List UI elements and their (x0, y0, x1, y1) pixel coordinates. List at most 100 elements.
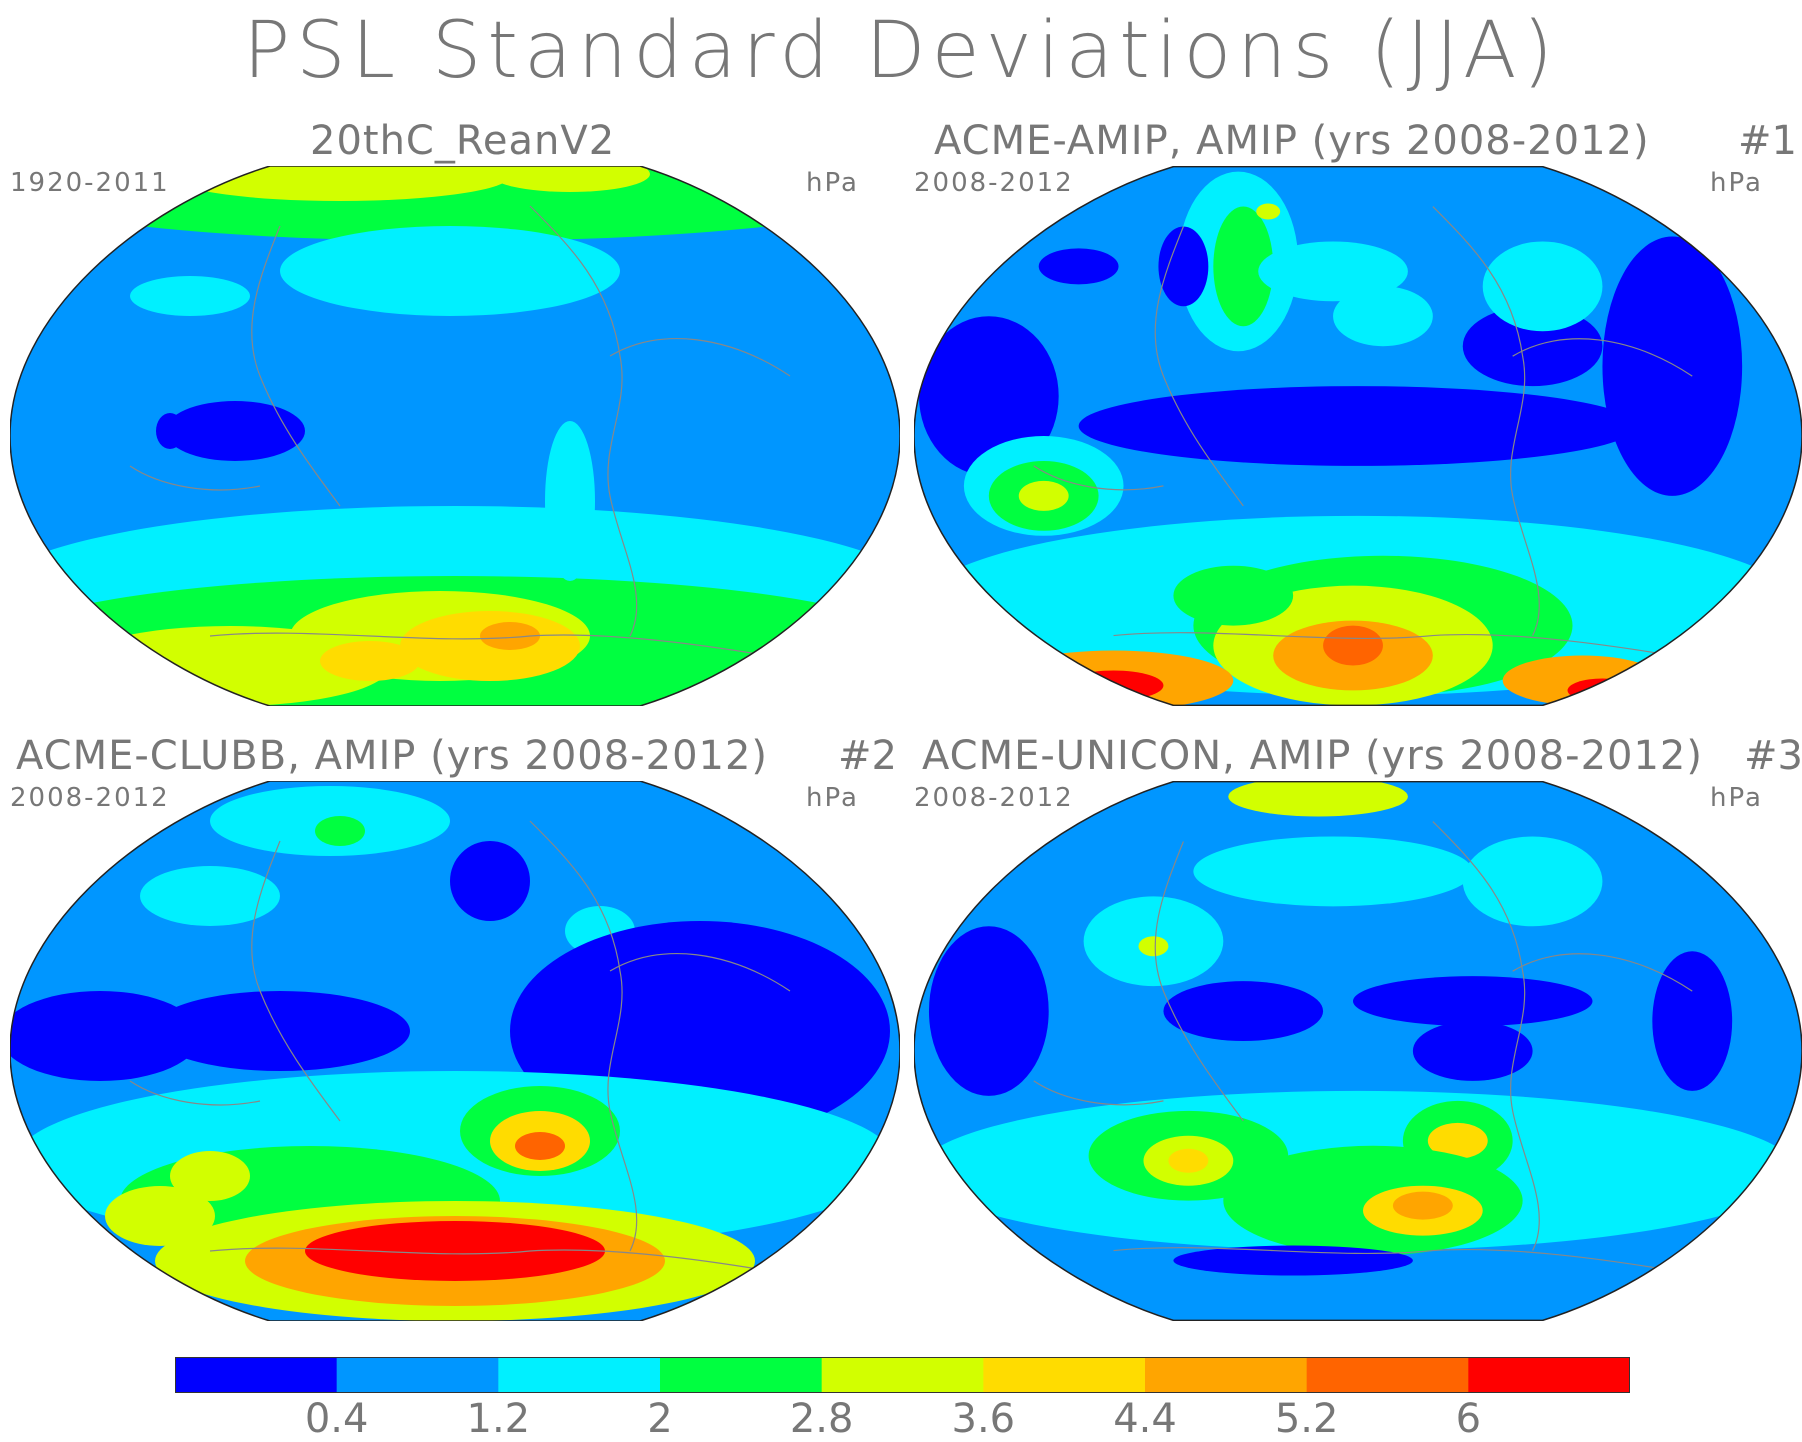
coastline (1033, 1080, 1164, 1106)
coastline (251, 225, 341, 507)
contour-fill (305, 1221, 605, 1281)
contour-fill (1333, 286, 1433, 347)
colorbar-bin (336, 1357, 499, 1393)
map-border (10, 781, 900, 1321)
contour-fill (1462, 836, 1603, 927)
contour-fill (1652, 951, 1733, 1091)
contour-fill (1228, 781, 1408, 817)
colorbar (175, 1357, 1630, 1393)
contour-fill (165, 401, 305, 461)
map-acme-unicon (914, 781, 1802, 1321)
coastline (1432, 206, 1540, 636)
contour-fill (1602, 236, 1743, 496)
panel-units: hPa (806, 783, 859, 813)
coastline (1512, 338, 1693, 377)
contour-fill (140, 866, 280, 926)
coastline (129, 1080, 261, 1106)
contour-fill (1173, 565, 1294, 626)
coastline (1432, 821, 1540, 1251)
coastline (529, 205, 638, 637)
colorbar-tick-label: 2 (647, 1396, 673, 1442)
contour-fill (1168, 1148, 1209, 1173)
panel-units: hPa (1710, 168, 1763, 198)
coastline (209, 632, 771, 657)
map-border (10, 166, 900, 706)
map-acme-clubb (10, 781, 900, 1321)
panel-number: #1 (1738, 118, 1797, 164)
coastline (1154, 841, 1244, 1122)
colorbar-border (175, 1357, 1630, 1393)
contour-fill (1163, 981, 1324, 1042)
contour-fill (1063, 670, 1164, 701)
coastline (1113, 632, 1673, 657)
contour-fill (320, 641, 420, 681)
map-reanalysis (10, 166, 900, 706)
contour-fill (1173, 1245, 1413, 1276)
colorbar-bin (1306, 1357, 1469, 1393)
panel-period: 1920-2011 (10, 168, 170, 198)
colorbar-tick-label: 0.4 (304, 1396, 369, 1442)
panel-units: hPa (1710, 783, 1763, 813)
contour-fill (170, 1151, 250, 1201)
map-panel-acme-clubb: ACME-CLUBB, AMIP (yrs 2008-2012) #2 2008… (0, 733, 900, 1343)
contour-fill (156, 413, 184, 449)
panel-title: ACME-CLUBB, AMIP (yrs 2008-2012) (16, 733, 769, 779)
contour-fill (105, 1186, 215, 1246)
colorbar-tick-label: 4.4 (1113, 1396, 1177, 1442)
map-border (914, 166, 1802, 706)
contour-fill (490, 166, 650, 192)
contour-fill (1482, 241, 1603, 332)
colorbar-tick-label: 5.2 (1274, 1396, 1339, 1442)
contour-fill (1412, 1021, 1533, 1081)
colorbar-bin (1145, 1357, 1308, 1393)
panel-title: 20thC_ReanV2 (310, 118, 616, 164)
panel-units: hPa (806, 168, 859, 198)
contour-fill (1158, 226, 1209, 307)
map-panel-acme-unicon: ACME-UNICON, AMIP (yrs 2008-2012) #3 200… (902, 733, 1802, 1343)
colorbar-bin (498, 1357, 661, 1393)
contour-fill (280, 226, 620, 316)
panel-number: #3 (1744, 733, 1802, 779)
contour-fill (1427, 1122, 1488, 1159)
map-panel-reanalysis: 20thC_ReanV2 1920-2011 hPa (0, 118, 900, 728)
coastline (129, 465, 261, 491)
colorbar-bin (983, 1357, 1146, 1393)
contour-fill (130, 276, 250, 316)
contour-fill (1258, 241, 1408, 302)
contour-fill (170, 166, 510, 201)
contour-fill (1038, 248, 1119, 285)
coastline (609, 337, 791, 377)
colorbar-bin (660, 1357, 823, 1393)
coastline (209, 1247, 771, 1272)
contour-fill (1323, 625, 1383, 666)
panel-title: ACME-UNICON, AMIP (yrs 2008-2012) (922, 733, 1703, 779)
contour-fill (1018, 480, 1069, 511)
colorbar-bin (175, 1357, 338, 1393)
contour-fill (515, 1132, 565, 1160)
contour-fill (1213, 206, 1274, 327)
contour-fill (1353, 976, 1593, 1027)
contour-fill (918, 316, 1059, 476)
contour-fill (315, 816, 365, 846)
contour-fill (1193, 836, 1473, 907)
coastline (1113, 1247, 1673, 1272)
coastline (251, 840, 341, 1122)
contour-fill (928, 926, 1049, 1096)
coastline (529, 820, 638, 1252)
contour-fill (10, 991, 200, 1081)
colorbar-tick-label: 2.8 (789, 1396, 854, 1442)
colorbar-tick-label: 3.6 (951, 1396, 1016, 1442)
colorbar-bin (821, 1357, 984, 1393)
main-title: PSL Standard Deviations (JJA) (243, 6, 1559, 96)
map-panel-acme-amip: ACME-AMIP, AMIP (yrs 2008-2012) #1 2008-… (902, 118, 1802, 728)
contour-fill (1138, 936, 1169, 957)
coastline (1154, 226, 1244, 507)
contour-fill (480, 622, 540, 650)
colorbar-bin (1468, 1357, 1630, 1393)
panel-period: 2008-2012 (10, 783, 170, 813)
colorbar-tick-label: 6 (1455, 1396, 1482, 1442)
contour-fill (1256, 203, 1281, 220)
panel-number: #2 (838, 733, 897, 779)
contour-fill (1078, 386, 1638, 466)
coastline (1033, 465, 1164, 491)
